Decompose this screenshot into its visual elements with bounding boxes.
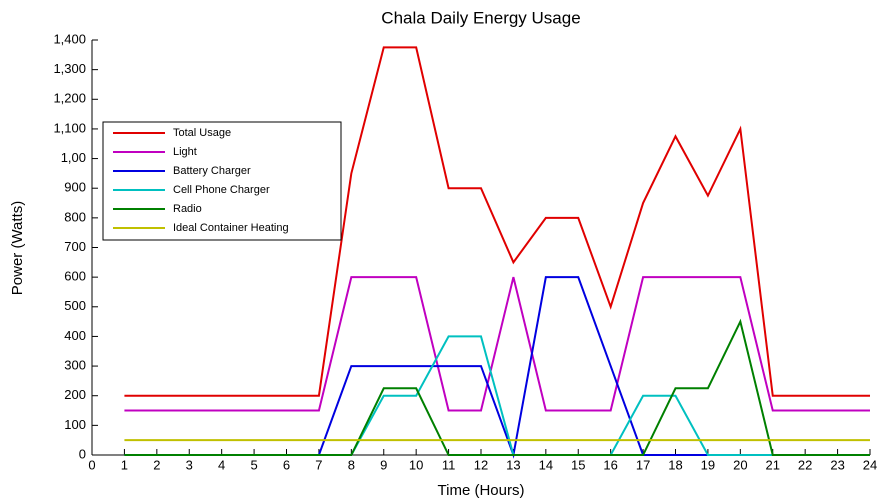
y-tick-label: 1,400 [53,31,86,46]
y-tick-label: 600 [64,269,86,284]
x-tick-label: 17 [636,457,650,472]
y-tick-label: 1,200 [53,91,86,106]
x-tick-label: 13 [506,457,520,472]
x-tick-label: 11 [442,457,456,472]
legend-label: Ideal Container Heating [173,222,289,234]
y-tick-label: 700 [64,239,86,254]
x-axis-title: Time (Hours) [438,482,525,499]
y-tick-label: 800 [64,209,86,224]
series-line [124,276,870,412]
y-tick-label: 200 [64,387,86,402]
legend-label: Cell Phone Charger [173,184,270,196]
y-axis-title: Power (Watts) [9,201,26,295]
series-line [124,46,870,397]
y-tick-label: 500 [64,298,86,313]
x-tick-label: 2 [153,457,160,472]
x-tick-label: 12 [474,457,488,472]
y-tick-label: 0 [79,446,86,461]
x-tick-label: 7 [315,457,322,472]
x-tick-label: 24 [863,457,877,472]
x-tick-label: 14 [539,457,553,472]
y-tick-label: 1,00 [61,150,86,165]
x-tick-label: 20 [733,457,747,472]
x-tick-label: 6 [283,457,290,472]
legend-label: Total Usage [173,127,231,139]
y-tick-label: 100 [64,417,86,432]
x-tick-label: 9 [380,457,387,472]
x-tick-label: 22 [798,457,812,472]
series-line [124,318,870,456]
y-tick-label: 400 [64,328,86,343]
x-tick-label: 4 [218,457,225,472]
legend-box [102,121,342,241]
x-tick-label: 23 [830,457,844,472]
x-tick-label: 19 [701,457,715,472]
legend-label: Light [173,146,197,158]
series-line [124,276,870,459]
x-tick-label: 10 [409,457,423,472]
y-tick-label: 900 [64,180,86,195]
legend-label: Battery Charger [173,165,251,177]
x-tick-label: 0 [88,457,95,472]
x-tick-label: 15 [571,457,585,472]
x-tick-label: 18 [668,457,682,472]
x-tick-label: 8 [348,457,355,472]
x-tick-label: 5 [250,457,257,472]
x-tick-label: 16 [603,457,617,472]
x-tick-label: 1 [121,457,128,472]
legend-label: Radio [173,203,202,215]
y-tick-label: 1,100 [53,120,86,135]
legend: Total Usage Light Battery Charger Cell Phon… [102,121,342,241]
x-tick-label: 3 [186,457,193,472]
y-tick-label: 1,300 [53,61,86,76]
x-tick-label: 21 [766,457,780,472]
chart-title: Chala Daily Energy Usage [381,8,580,27]
y-tick-label: 300 [64,358,86,373]
